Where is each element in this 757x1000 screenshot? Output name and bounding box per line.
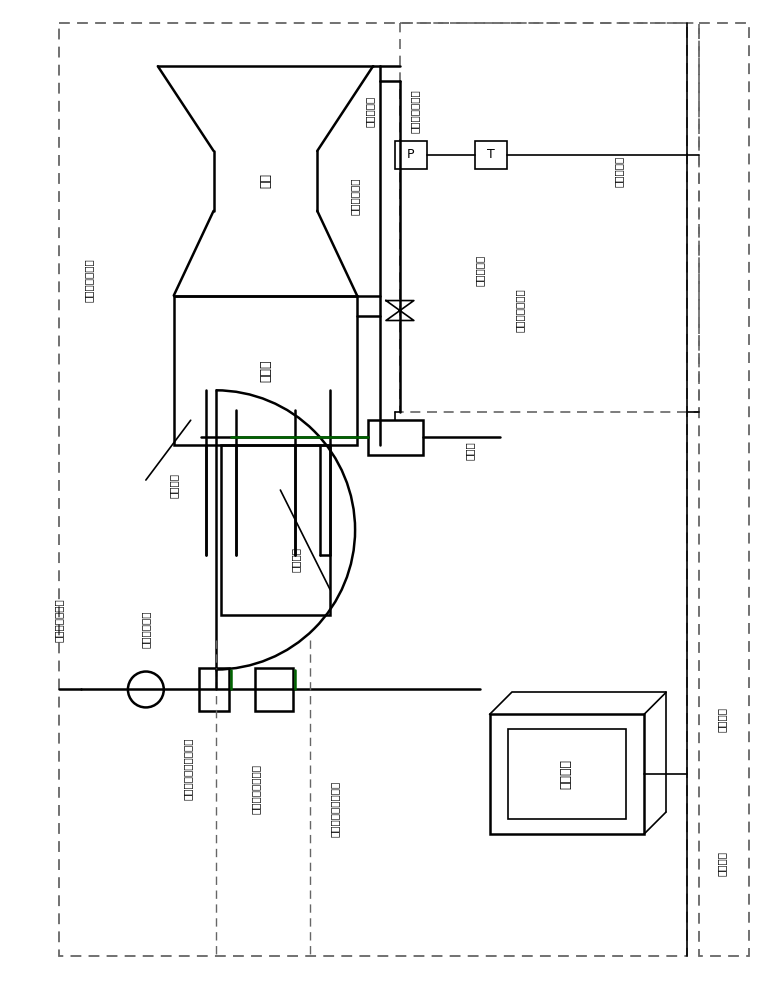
Text: 液态煤油喷射孔: 液态煤油喷射孔 xyxy=(84,259,94,302)
Text: T: T xyxy=(487,148,494,161)
Polygon shape xyxy=(395,141,427,169)
Text: 煤油输送总管路: 煤油输送总管路 xyxy=(410,89,420,133)
Text: 信号输出: 信号输出 xyxy=(717,851,727,876)
Text: 切换阀: 切换阀 xyxy=(465,441,475,460)
Text: 煤油流量测量件: 煤油流量测量件 xyxy=(53,598,63,642)
Text: 声速喷管流量计: 声速喷管流量计 xyxy=(515,289,525,332)
Text: 煤油总开关阀: 煤油总开关阀 xyxy=(141,611,151,648)
Text: 煤油流量计: 煤油流量计 xyxy=(475,255,484,286)
Text: 燃烧室: 燃烧室 xyxy=(259,359,272,382)
Text: 尾喙: 尾喙 xyxy=(259,173,272,188)
Text: 控制系统: 控制系统 xyxy=(560,759,573,789)
Text: 氢气供给系统引开关阀: 氢气供给系统引开关阀 xyxy=(182,738,193,800)
Text: 煤油控制: 煤油控制 xyxy=(290,547,301,572)
Text: P: P xyxy=(407,148,415,161)
Text: 超临界态煤油喷射孔: 超临界态煤油喷射孔 xyxy=(330,781,340,837)
Polygon shape xyxy=(475,141,506,169)
Text: 超临界态煤油管路: 超临界态煤油管路 xyxy=(251,764,260,814)
Text: 温度传感器: 温度传感器 xyxy=(614,155,624,187)
Text: 压力传感器: 压力传感器 xyxy=(365,95,375,127)
Text: 信号输入: 信号输入 xyxy=(717,707,727,732)
Text: 氢气控制: 氢气控制 xyxy=(169,473,179,498)
Text: 液态煤油管路: 液态煤油管路 xyxy=(350,177,360,215)
